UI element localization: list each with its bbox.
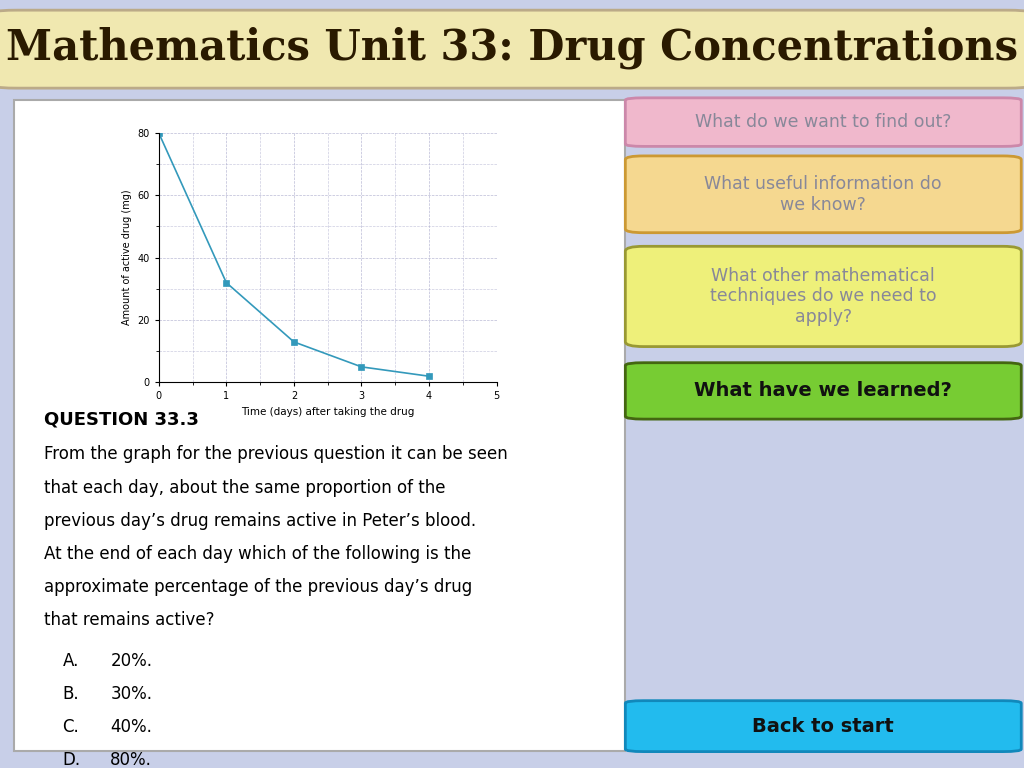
Text: C.: C. <box>62 718 79 736</box>
Text: 30%.: 30%. <box>111 685 153 703</box>
Text: Mathematics Unit 33: Drug Concentrations: Mathematics Unit 33: Drug Concentrations <box>6 26 1018 69</box>
FancyBboxPatch shape <box>0 10 1024 88</box>
Text: 20%.: 20%. <box>111 651 153 670</box>
FancyBboxPatch shape <box>14 100 625 751</box>
Text: What have we learned?: What have we learned? <box>694 382 952 400</box>
FancyBboxPatch shape <box>626 362 1021 419</box>
Y-axis label: Amount of active drug (mg): Amount of active drug (mg) <box>122 190 132 326</box>
Text: What other mathematical
techniques do we need to
apply?: What other mathematical techniques do we… <box>710 266 937 326</box>
FancyBboxPatch shape <box>626 98 1021 147</box>
Text: that remains active?: that remains active? <box>44 611 215 629</box>
Text: previous day’s drug remains active in Peter’s blood.: previous day’s drug remains active in Pe… <box>44 511 476 530</box>
FancyBboxPatch shape <box>626 700 1021 752</box>
Text: QUESTION 33.3: QUESTION 33.3 <box>44 410 200 429</box>
Text: What useful information do
we know?: What useful information do we know? <box>705 175 942 214</box>
Text: D.: D. <box>62 751 81 768</box>
Text: 80%.: 80%. <box>111 751 153 768</box>
Text: that each day, about the same proportion of the: that each day, about the same proportion… <box>44 478 445 497</box>
Text: At the end of each day which of the following is the: At the end of each day which of the foll… <box>44 545 472 563</box>
Text: What do we want to find out?: What do we want to find out? <box>695 113 951 131</box>
X-axis label: Time (days) after taking the drug: Time (days) after taking the drug <box>241 407 415 417</box>
Text: approximate percentage of the previous day’s drug: approximate percentage of the previous d… <box>44 578 473 596</box>
Text: Back to start: Back to start <box>753 717 894 736</box>
FancyBboxPatch shape <box>626 156 1021 233</box>
Text: From the graph for the previous question it can be seen: From the graph for the previous question… <box>44 445 508 463</box>
Text: A.: A. <box>62 651 79 670</box>
Text: B.: B. <box>62 685 79 703</box>
Text: 40%.: 40%. <box>111 718 153 736</box>
FancyBboxPatch shape <box>626 247 1021 346</box>
